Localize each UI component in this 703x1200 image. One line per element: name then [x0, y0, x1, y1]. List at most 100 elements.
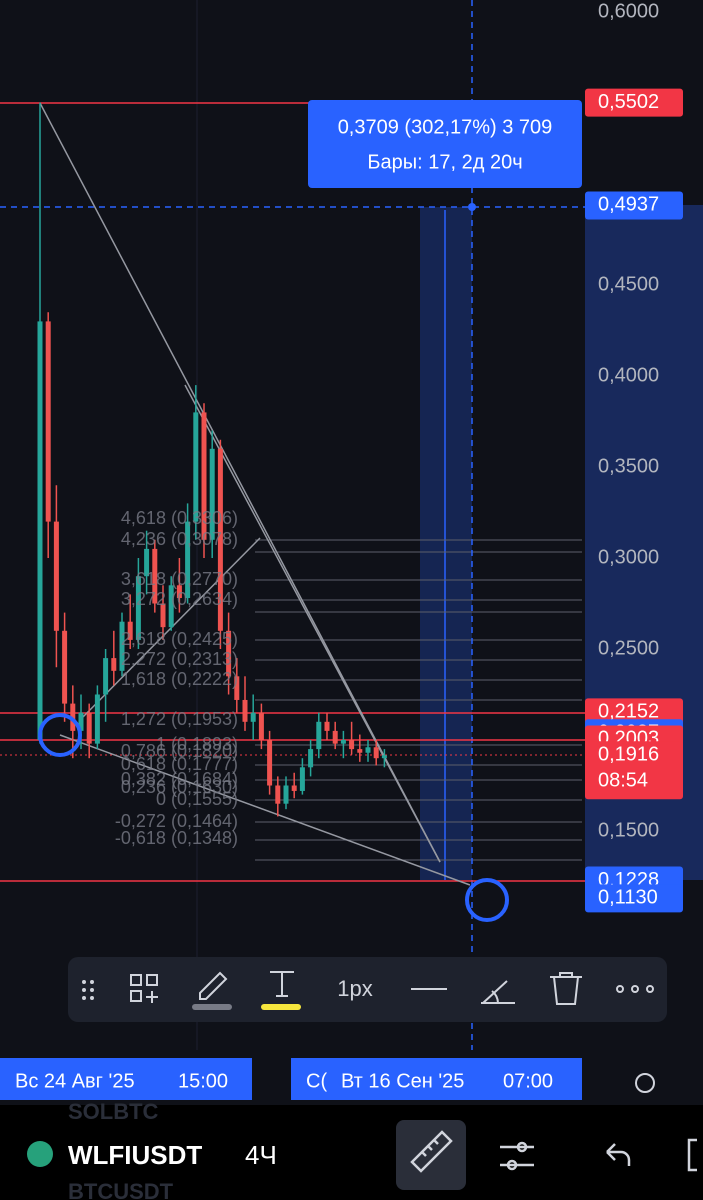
- fib-label: 1 (0,1893): [156, 734, 238, 754]
- price-timer: 08:54: [598, 770, 648, 792]
- fib-lines: [255, 539, 582, 861]
- candle-body: [103, 658, 109, 695]
- fib-label: 2,272 (0,2313): [121, 649, 238, 669]
- ruler-button[interactable]: [396, 1120, 466, 1190]
- fib-label: 0 (0,1555): [156, 789, 238, 809]
- faded-symbol: SOLBTC: [68, 1099, 159, 1124]
- candle-body: [78, 712, 84, 731]
- bar-icons: [410, 1130, 697, 1173]
- candle-body: [152, 548, 158, 604]
- fib-label: 3,618 (0,2770): [121, 569, 238, 589]
- candle-body: [308, 749, 314, 768]
- candle-body: [291, 785, 297, 791]
- y-tick-label: 0,1500: [598, 819, 659, 841]
- candle-body: [185, 521, 191, 599]
- fib-label: 0,786 (0,1820): [121, 741, 238, 761]
- candle-body: [226, 630, 232, 677]
- candle-body: [267, 740, 273, 786]
- candle-body: [340, 740, 346, 744]
- price-axis: 0,6000 0,4500 0,4000 0,3500 0,3000 0,2500 0,15…: [585, 0, 683, 913]
- candle-body: [324, 721, 330, 731]
- fib-label: -0,618 (0,1348): [115, 828, 238, 848]
- price-tag-label: 0,1130: [598, 887, 658, 909]
- candle-body: [283, 785, 289, 804]
- faded-symbol: BTCUSDT: [68, 1179, 174, 1200]
- candle-body: [357, 749, 363, 753]
- candle-body: [160, 603, 166, 628]
- candle-body: [37, 321, 43, 740]
- anchor-handle[interactable]: [465, 878, 509, 922]
- fib-label: 1,618 (0,2222): [121, 669, 238, 689]
- bottom-bar: [0, 1105, 703, 1200]
- triangle-lines: [39, 102, 471, 886]
- candle-body: [299, 767, 305, 791]
- candles: [37, 102, 387, 817]
- candle-body: [62, 630, 68, 704]
- date-box: [291, 1058, 582, 1100]
- candle-body: [373, 747, 379, 759]
- fib-label: 4,618 (0,3306): [121, 508, 238, 528]
- candle-body: [135, 576, 141, 640]
- anchor-handle[interactable]: [38, 713, 82, 757]
- y-tick-label: 0,3000: [598, 546, 659, 568]
- fib-label: 3,272 (0,2634): [121, 589, 238, 609]
- candle-body: [381, 755, 387, 759]
- candle-body: [94, 694, 100, 744]
- price-tag-label: 0,1916: [598, 744, 659, 766]
- candle-body: [275, 785, 281, 804]
- candle-body: [242, 699, 248, 722]
- date-label: С(: [306, 1070, 327, 1092]
- candle-body: [316, 721, 322, 750]
- candle-body: [209, 448, 215, 540]
- candle-body: [119, 621, 125, 671]
- toolbar-icons: [82, 971, 654, 1010]
- line-width[interactable]: 1px: [337, 976, 372, 1001]
- fib-label: 0,382 (0,1684): [121, 769, 238, 789]
- fib-labels: 4,618 (0,3306)4,236 (0,3078) 3,618 (0,277…: [115, 508, 238, 848]
- measure-point: [468, 203, 476, 211]
- candle-body: [127, 621, 133, 640]
- interval[interactable]: 4Ч: [245, 1140, 277, 1170]
- candle-body: [111, 658, 117, 671]
- price-tag: [585, 191, 683, 220]
- candle-body: [250, 712, 256, 722]
- measure-box: [308, 100, 582, 188]
- symbol[interactable]: WLFIUSDT: [68, 1140, 202, 1170]
- fib-label: 4,236 (0,3078): [121, 529, 238, 549]
- price-tag: [585, 88, 683, 117]
- date-label: Вт 16 Сен '25: [341, 1070, 464, 1092]
- measure-band: [420, 207, 472, 880]
- candle-body: [144, 548, 150, 577]
- candle-body: [349, 740, 355, 750]
- candle-body: [45, 321, 51, 522]
- price-tag-label: 0,2152: [598, 701, 659, 723]
- y-tick-label: 0,4500: [598, 273, 659, 295]
- date-box: [0, 1058, 252, 1100]
- time-label: 07:00: [503, 1070, 553, 1092]
- fib-label: 2,618 (0,2425): [121, 629, 238, 649]
- candle-body: [53, 521, 59, 631]
- fib-label: 0,618 (0,1777): [121, 754, 238, 774]
- price-tag-label: 0,4937: [598, 194, 659, 216]
- candle-body: [176, 585, 182, 599]
- price-tag: [585, 884, 683, 913]
- candle-body: [258, 712, 264, 740]
- candle-body: [86, 712, 92, 744]
- candle-body: [201, 412, 207, 540]
- candle-body: [217, 448, 223, 631]
- settings-icon[interactable]: [635, 1073, 655, 1093]
- fib-label: 0,236 (0,1630): [121, 777, 238, 797]
- y-tick-label: 0,3500: [598, 455, 659, 477]
- candle-body: [168, 585, 174, 628]
- measure-text: Бары: 17, 2д 20ч: [367, 151, 522, 173]
- y-tick-label: 0,2500: [598, 637, 659, 659]
- fib-label: -0,272 (0,1464): [115, 811, 238, 831]
- price-tag-label: 0,5502: [598, 91, 659, 113]
- coin-icon: [27, 1141, 53, 1167]
- candle-body: [332, 730, 338, 744]
- time-label: 15:00: [178, 1070, 228, 1092]
- price-tag: [585, 741, 683, 800]
- date-label: Вс 24 Авг '25: [15, 1070, 135, 1092]
- candle-body: [234, 676, 240, 700]
